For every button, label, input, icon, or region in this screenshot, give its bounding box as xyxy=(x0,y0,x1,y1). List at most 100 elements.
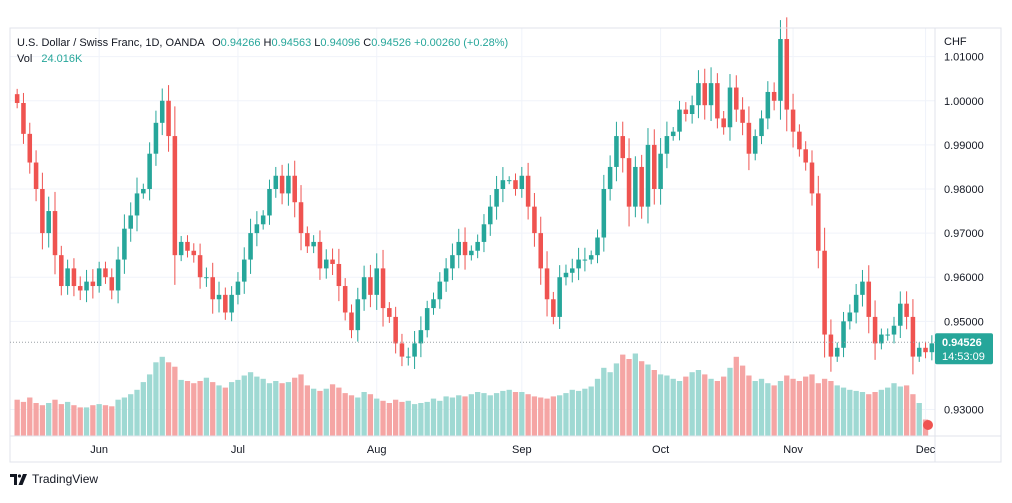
candle-body xyxy=(582,259,588,261)
candle-body xyxy=(708,83,714,106)
candle-body xyxy=(412,343,417,357)
volume-bar xyxy=(475,392,481,436)
volume-bar xyxy=(878,389,885,436)
time-tick-label: Oct xyxy=(652,444,669,456)
candle-body xyxy=(677,109,682,132)
volume-bar xyxy=(33,403,39,436)
volume-bar xyxy=(298,374,304,436)
symbol-legend[interactable]: U.S. Dollar / Swiss Franc, 1D, OANDA O0.… xyxy=(17,35,508,67)
volume-bar xyxy=(146,374,153,436)
volume-bar xyxy=(254,376,260,436)
volume-bar xyxy=(809,374,815,436)
candle-body xyxy=(405,356,411,358)
time-axis[interactable]: Jun Jul Aug Sep Oct Nov Dec xyxy=(90,444,936,456)
candle-body xyxy=(374,268,379,295)
volume-bar xyxy=(607,372,613,436)
volume-bar xyxy=(20,401,27,436)
volume-bar xyxy=(52,399,58,436)
volume-bar xyxy=(689,372,695,436)
volume-bar xyxy=(683,376,689,436)
candle-body xyxy=(670,131,676,137)
volume-row: Vol 24.016K xyxy=(17,51,508,67)
candle-body xyxy=(298,202,304,234)
volume-bar xyxy=(109,406,115,436)
volume-bar xyxy=(746,375,752,436)
candle-body xyxy=(683,109,689,115)
time-tick-label: Jun xyxy=(90,444,108,456)
alert-clock-icon xyxy=(923,420,933,430)
candle-body xyxy=(866,281,872,317)
change-value: +0.00260 (+0.28%) xyxy=(414,37,509,49)
volume-bar xyxy=(721,376,727,436)
volume-bar xyxy=(46,403,52,436)
candle-body xyxy=(336,263,342,287)
price-axis[interactable]: 1.01000 1.00000 0.99000 0.98000 0.97000 0.960… xyxy=(944,52,984,417)
candle-body xyxy=(614,136,619,167)
volume-bar xyxy=(481,393,487,436)
volume-bar xyxy=(512,392,519,436)
candle-body xyxy=(59,255,64,287)
candle-body xyxy=(544,268,550,300)
volume-bar xyxy=(304,385,310,436)
volume-bar xyxy=(569,389,575,436)
volume-bar xyxy=(796,381,803,436)
candle-body xyxy=(191,250,197,256)
candle-body xyxy=(178,241,184,256)
candle-body xyxy=(879,334,884,344)
volume-bar xyxy=(273,381,279,436)
candle-body xyxy=(570,268,575,273)
price-tick-label: 1.00000 xyxy=(944,96,984,108)
candle-body xyxy=(292,175,297,203)
volume-bar xyxy=(916,403,922,436)
candle-body xyxy=(103,268,108,278)
candle-body xyxy=(456,241,462,256)
candle-body xyxy=(519,175,525,189)
candle-body xyxy=(601,188,607,238)
volume-bar xyxy=(462,396,468,436)
candle-body xyxy=(797,131,802,150)
symbol-name[interactable]: U.S. Dollar / Swiss Franc, 1D, OANDA xyxy=(17,37,205,49)
volume-bar xyxy=(676,381,683,436)
candle-body xyxy=(349,312,354,331)
candle-body xyxy=(910,316,916,357)
volume-bar xyxy=(96,404,102,436)
volume-bar xyxy=(128,394,134,436)
volume-bar xyxy=(405,400,411,436)
candle-body xyxy=(475,241,480,251)
volume-bar xyxy=(58,404,64,436)
volume-bar xyxy=(374,398,380,436)
volume-bar xyxy=(134,389,140,436)
tradingview-logo-icon xyxy=(10,473,27,485)
candle-body xyxy=(14,94,20,103)
volume-bar xyxy=(64,401,71,436)
volume-bar xyxy=(102,405,109,436)
volume-bar xyxy=(222,387,228,436)
volume-bar xyxy=(563,393,569,436)
volume-bar xyxy=(891,383,897,436)
volume-bar xyxy=(544,398,550,436)
candle-body xyxy=(305,233,310,247)
candle-body xyxy=(607,166,613,189)
volume-bar xyxy=(14,399,20,436)
volume-bar xyxy=(613,363,620,436)
candle-body xyxy=(746,122,752,154)
volume-bar xyxy=(172,366,178,436)
volume-bar xyxy=(336,387,342,436)
candle-body xyxy=(134,193,140,216)
candle-body xyxy=(487,206,493,225)
volume-bar xyxy=(872,392,878,436)
tradingview-brand[interactable]: TradingView xyxy=(10,472,98,486)
volume-bar xyxy=(361,392,367,436)
volume-bar xyxy=(449,397,456,436)
time-tick-label: Dec xyxy=(916,444,936,456)
candle-body xyxy=(658,153,663,189)
last-price-countdown: 14:53:09 xyxy=(942,351,985,363)
volume-bar xyxy=(784,375,790,436)
candle-body xyxy=(273,175,279,189)
volume-bar xyxy=(657,374,664,436)
candle-body xyxy=(904,303,909,317)
volume-bar xyxy=(702,374,708,436)
candle-body xyxy=(115,259,121,291)
low-value: 0.94096 xyxy=(320,37,361,49)
